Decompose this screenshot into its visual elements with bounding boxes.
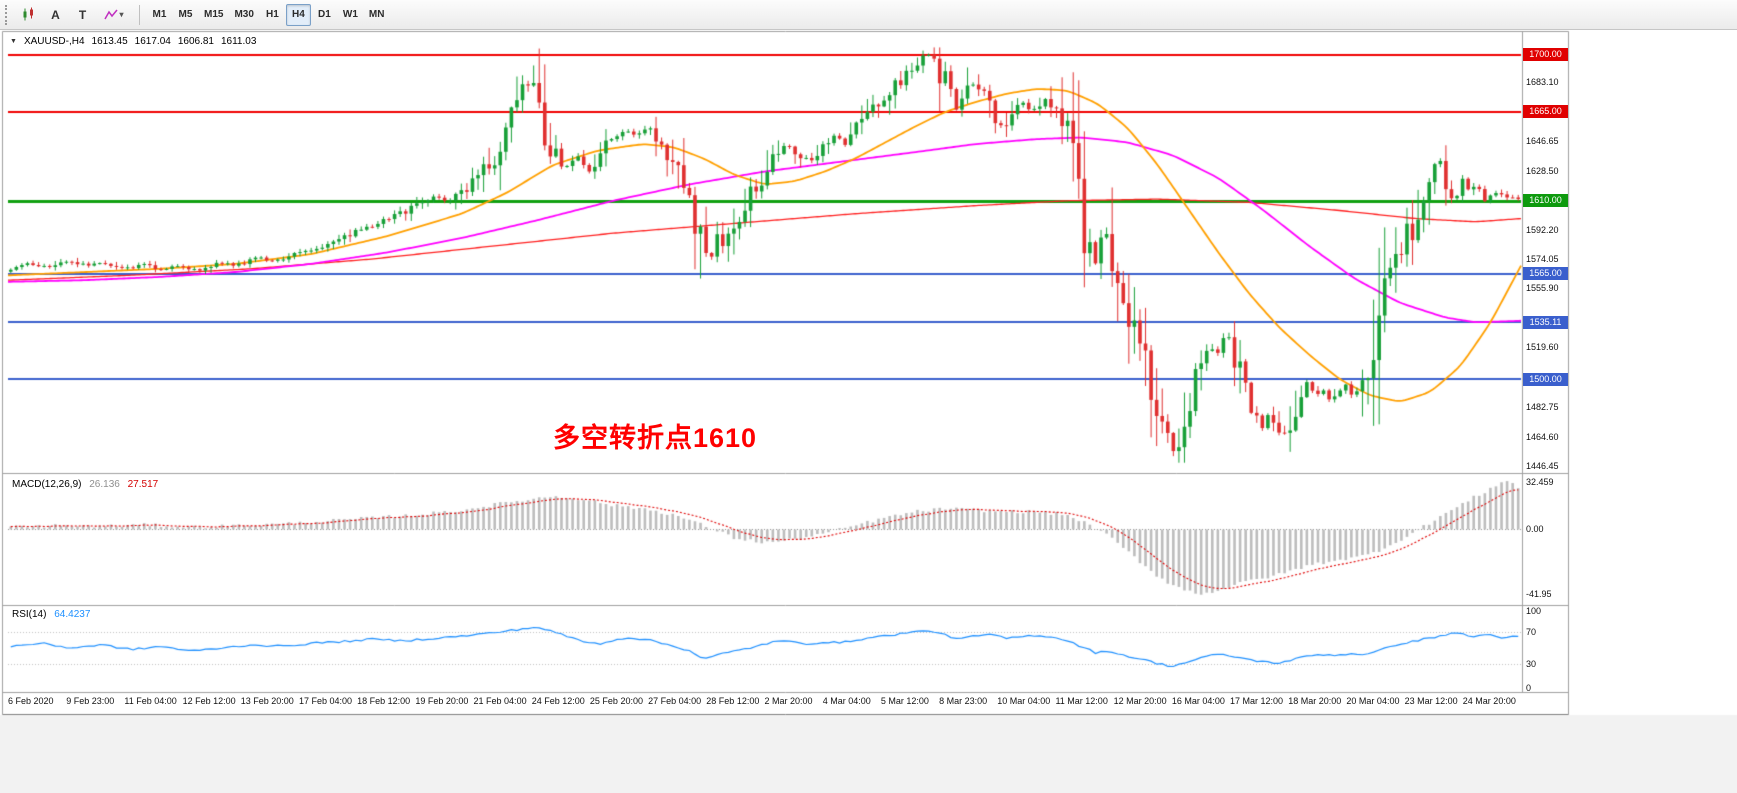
toolbar-separator	[139, 4, 140, 25]
timeframe-buttons: M1 M5 M15 M30 H1 H4 D1 W1 MN	[147, 3, 390, 26]
timeframe-button-m30[interactable]: M30	[229, 4, 258, 26]
text-tool-label: T	[78, 7, 87, 22]
chart-type-icon[interactable]	[16, 3, 41, 27]
timeframe-button-w1[interactable]: W1	[338, 4, 363, 26]
text-tool-button[interactable]: T	[70, 3, 95, 27]
timeframe-button-mn[interactable]: MN	[364, 4, 390, 26]
cursor-tool-label: A	[51, 7, 60, 22]
candlestick-glyph	[23, 7, 33, 21]
timeframe-button-h4[interactable]: H4	[285, 3, 311, 26]
chevron-down-icon: ▾	[119, 10, 124, 19]
chart-workspace: ▼ XAUUSD-,H4 1613.45 1617.04 1606.81 161…	[0, 30, 1737, 793]
timeframe-button-m5[interactable]: M5	[173, 4, 198, 26]
toolbar-grip[interactable]	[5, 4, 10, 25]
indicators-dropdown-button[interactable]: ▾	[97, 3, 131, 27]
timeframe-button-d1[interactable]: D1	[312, 4, 337, 26]
timeframe-button-m15[interactable]: M15	[199, 4, 228, 26]
price-chart-canvas[interactable]	[0, 30, 1737, 793]
main-toolbar: A T ▾ M1 M5 M15 M30 H1 H4 D1 W1 MN	[0, 0, 1737, 30]
timeframe-button-m1[interactable]: M1	[147, 4, 172, 26]
indicator-zigzag-icon	[104, 9, 119, 19]
cursor-tool-button[interactable]: A	[43, 3, 68, 27]
timeframe-button-h1[interactable]: H1	[260, 4, 285, 26]
